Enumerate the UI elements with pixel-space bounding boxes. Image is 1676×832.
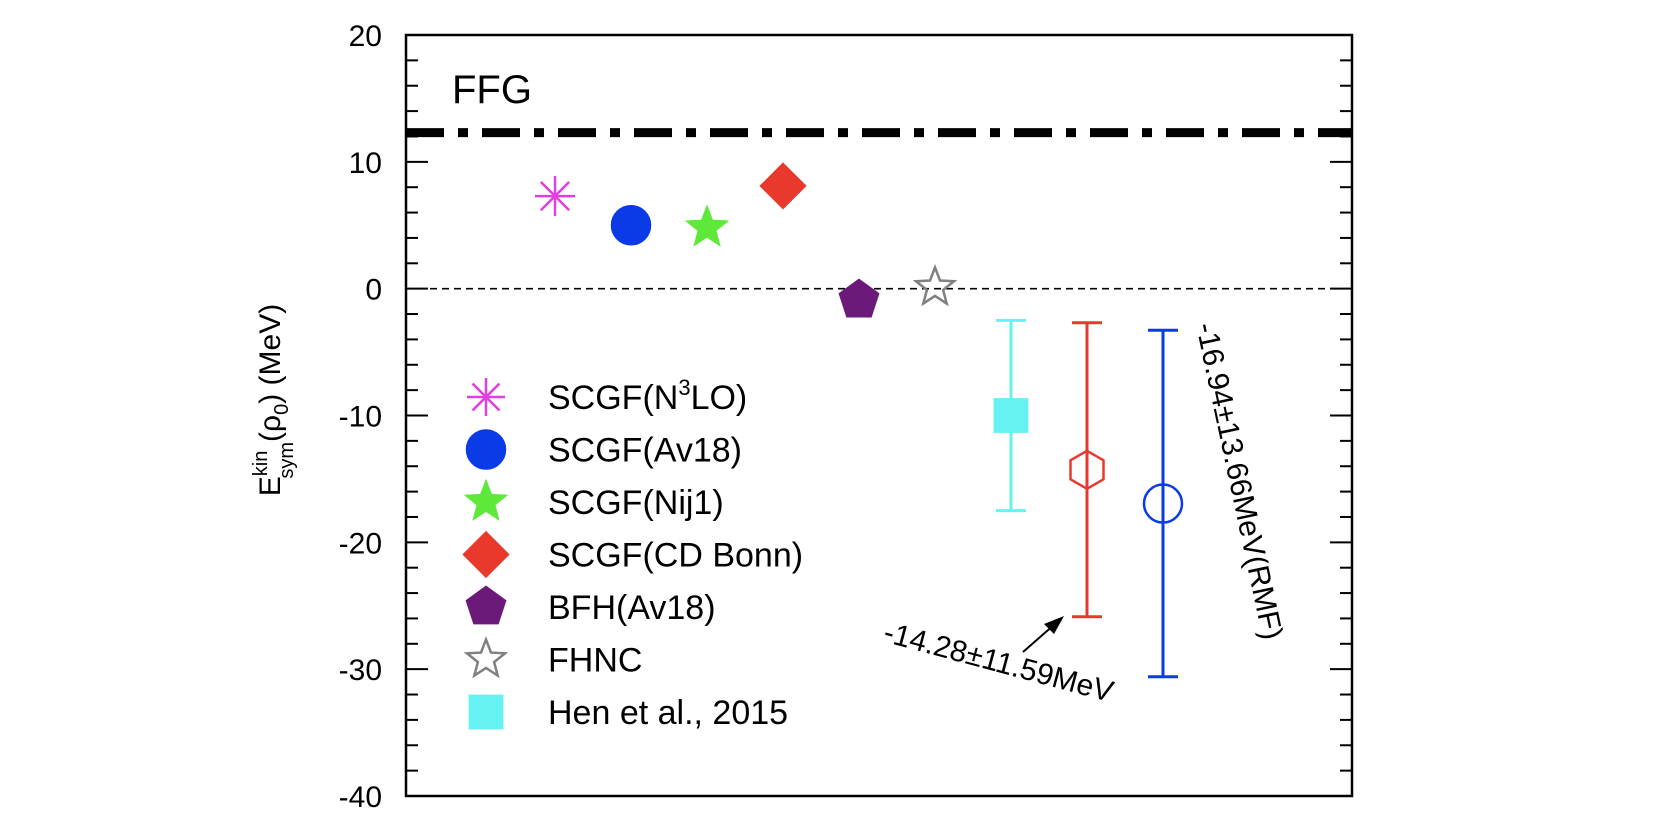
legend-item: FHNC	[463, 635, 642, 680]
reference-lines	[406, 128, 1352, 290]
data-point-fhnc	[912, 263, 958, 307]
legend-label: SCGF(CD Bonn)	[548, 537, 803, 575]
marker-pentagon	[838, 278, 880, 318]
legend-label: BFH(Av18)	[548, 589, 716, 627]
annotation-est-1: -14.28±11.59MeV	[880, 616, 1117, 709]
legend-marker-diamond	[462, 530, 510, 579]
legend-marker-star	[463, 478, 509, 521]
legend-marker-pentagon	[465, 585, 507, 625]
marker-circle	[610, 205, 652, 246]
marker-hexagon	[1069, 449, 1105, 491]
y-tick-label: -20	[339, 527, 382, 560]
data-point-scgf-nij1	[684, 204, 730, 247]
data-point-hen-2015	[993, 318, 1029, 513]
marker-circle	[1142, 483, 1184, 524]
legend-item: BFH(Av18)	[465, 585, 716, 627]
legend-item: SCGF(N3LO)	[467, 375, 747, 417]
y-tick-label: 0	[365, 274, 382, 307]
legend: SCGF(N3LO) SCGF(Av18) SCGF(Nij1) SCGF(CD Bo…	[462, 375, 803, 732]
plot-frame	[404, 33, 1354, 798]
legend-item: SCGF(Nij1)	[463, 478, 724, 522]
annotation-est-rmf: -16.94±13.66MeV(RMF)	[1189, 320, 1288, 643]
marker-star	[684, 204, 730, 247]
marker-square	[993, 398, 1029, 433]
y-tick-label: 20	[349, 20, 382, 53]
marker-asterisk	[539, 181, 571, 212]
legend-label: SCGF(Nij1)	[548, 484, 724, 522]
data-points	[535, 162, 1184, 679]
legend-marker-asterisk	[471, 382, 501, 412]
legend-label: SCGF(N3LO)	[548, 375, 747, 417]
legend-marker-square	[468, 694, 504, 730]
y-tick-label: -30	[339, 654, 382, 687]
marker-diamond	[759, 162, 807, 210]
data-point-bfh-av18	[838, 278, 880, 318]
y-tick-label: -40	[339, 781, 382, 814]
marker-star	[912, 263, 958, 307]
legend-label: SCGF(Av18)	[548, 432, 742, 470]
annotation-arrow	[1022, 616, 1064, 653]
data-point-scgf-cdbonn	[759, 162, 807, 210]
legend-label: Hen et al., 2015	[548, 694, 788, 732]
data-point-est-rmf	[1142, 328, 1184, 679]
legend-marker-star	[463, 635, 509, 679]
legend-marker-circle	[465, 429, 507, 470]
legend-item: SCGF(Av18)	[465, 429, 742, 470]
data-point-est-1	[1069, 321, 1105, 619]
data-point-scgf-n3lo	[535, 176, 575, 217]
legend-item: Hen et al., 2015	[468, 694, 788, 732]
y-tick-label: 10	[349, 147, 382, 180]
legend-item: SCGF(CD Bonn)	[462, 530, 803, 579]
ffg-label: FFG	[452, 68, 532, 112]
y-axis-title: Ekin sym(ρ0) (MeV)	[250, 304, 298, 496]
data-point-scgf-av18	[610, 205, 652, 246]
legend-label: FHNC	[548, 642, 642, 680]
y-tick-label: -10	[339, 401, 382, 434]
